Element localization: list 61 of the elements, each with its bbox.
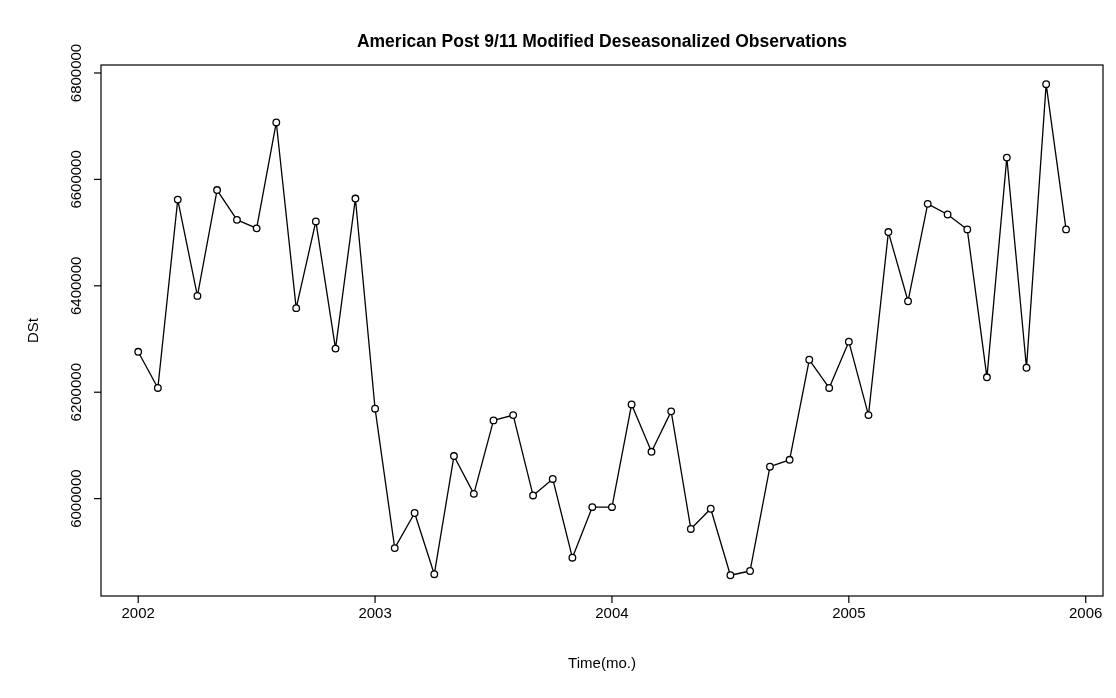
point: [390, 544, 399, 553]
point: [311, 217, 320, 226]
point: [844, 337, 853, 346]
x-tick-label: 2003: [358, 604, 392, 621]
point: [272, 118, 281, 127]
x-tick-label: 2004: [595, 604, 629, 621]
point: [1022, 363, 1031, 372]
point: [923, 199, 932, 208]
point: [351, 194, 360, 203]
point: [252, 224, 261, 233]
point: [292, 304, 301, 313]
point: [469, 489, 478, 498]
point: [982, 373, 991, 382]
point: [509, 411, 518, 420]
y-tick-label: 6800000: [67, 43, 84, 103]
point: [430, 570, 439, 579]
point: [825, 384, 834, 392]
y-tick-label: 6000000: [67, 469, 84, 528]
point: [746, 567, 754, 575]
point: [568, 553, 577, 562]
point: [627, 400, 636, 409]
point: [233, 215, 241, 224]
y-tick-label: 6200000: [67, 363, 84, 422]
point: [529, 491, 538, 500]
point: [371, 404, 380, 413]
y-tick-label: 6400000: [67, 256, 84, 316]
point: [884, 228, 893, 237]
point: [1002, 153, 1011, 162]
point: [706, 504, 715, 513]
point: [726, 571, 735, 580]
point: [489, 416, 498, 425]
point: [805, 355, 814, 364]
point: [785, 455, 794, 464]
y-tick-label: 6600000: [67, 150, 84, 209]
point: [667, 407, 676, 416]
point: [548, 475, 557, 483]
point: [331, 344, 340, 353]
point: [864, 411, 873, 420]
point: [963, 225, 972, 234]
point: [134, 347, 143, 356]
point: [943, 210, 952, 219]
point: [588, 503, 597, 512]
point: [608, 503, 616, 512]
x-tick-label: 2006: [1069, 604, 1103, 621]
point: [213, 186, 222, 194]
point: [1042, 80, 1051, 89]
x-tick-label: 2005: [832, 604, 866, 621]
y-axis-title: DSt: [24, 317, 41, 344]
point: [173, 195, 182, 204]
point: [766, 462, 774, 471]
point: [153, 384, 162, 392]
point: [193, 291, 202, 300]
chart-title: American Post 9/11 Modified Deseasonalized Observations: [356, 31, 848, 51]
x-tick-label: 2002: [121, 604, 155, 621]
point: [1062, 225, 1070, 234]
point: [904, 297, 912, 306]
point: [450, 452, 458, 461]
point: [686, 525, 695, 533]
point: [410, 509, 419, 517]
point: [647, 447, 656, 456]
x-axis-title: Time(mo.): [568, 654, 636, 671]
